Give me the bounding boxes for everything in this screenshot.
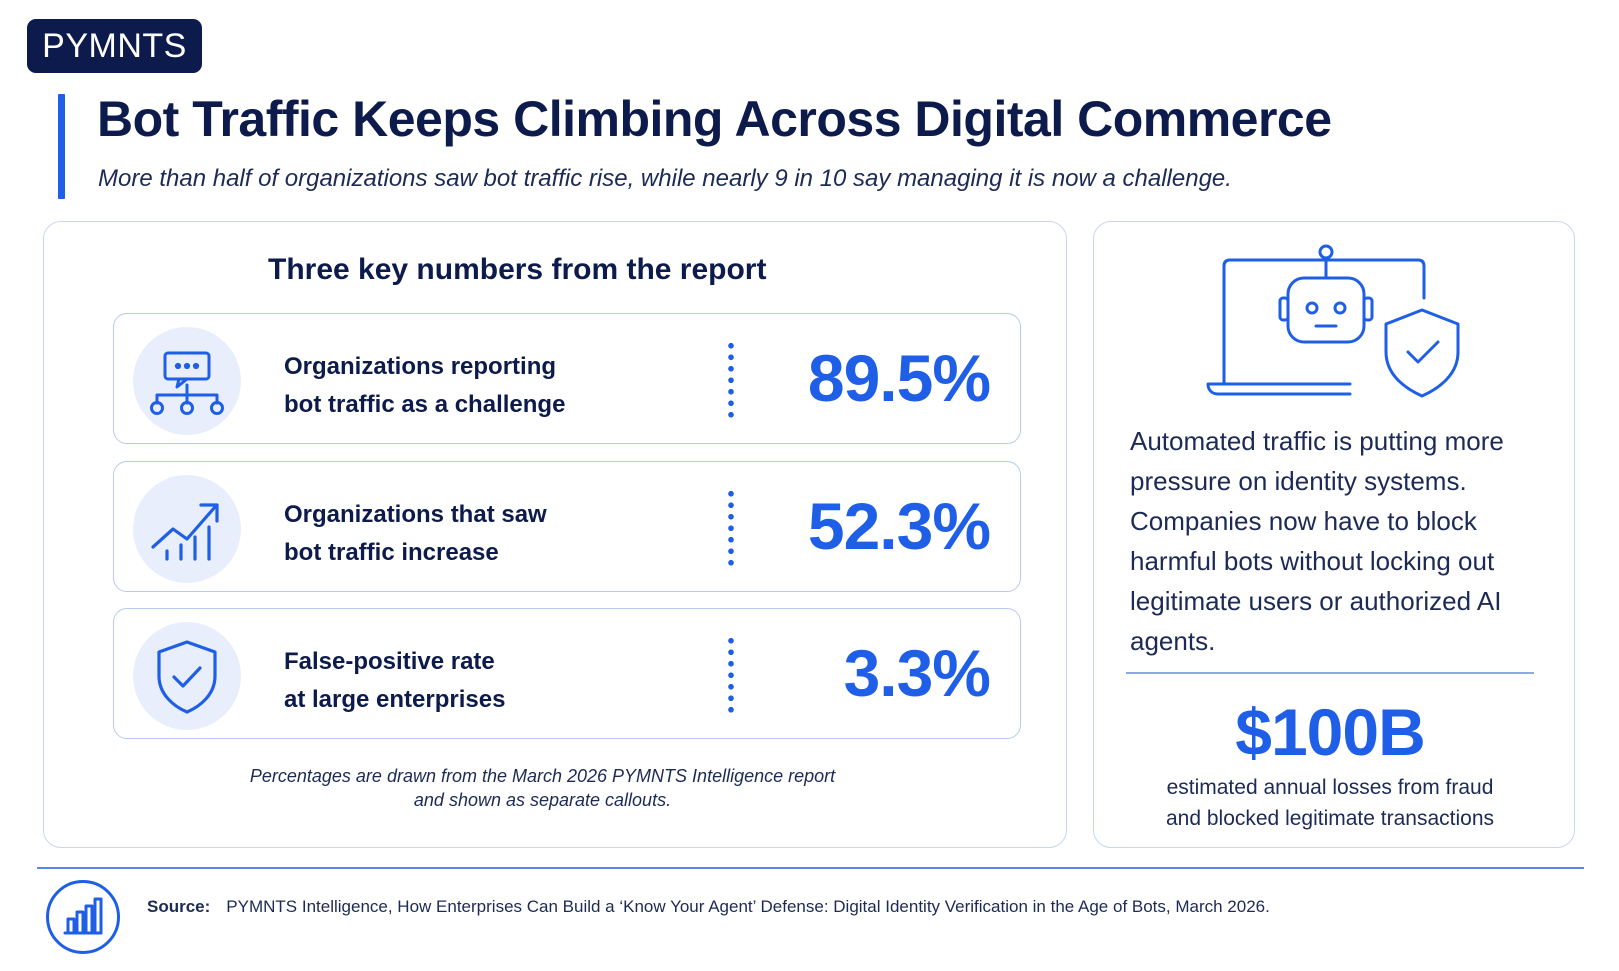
chat-network-icon [133,327,241,435]
robot-laptop-shield-icon [1200,244,1460,409]
source-text: PYMNTS Intelligence, How Enterprises Can… [226,897,1270,916]
dotted-divider [728,340,734,420]
stat-card-challenge: Organizations reporting bot traffic as a… [113,313,1021,444]
stat-label: Organizations reporting bot traffic as a… [284,353,566,418]
source-label: Source: [147,897,211,916]
stat-label: False-positive rate at large enterprises [284,648,506,713]
page-subtitle: More than half of organizations saw bot … [98,165,1232,192]
pymnts-logo: PYMNTS [27,19,202,73]
trend-up-icon [133,475,241,583]
key-numbers-heading: Three key numbers from the report [268,253,767,286]
stat-card-increase: Organizations that saw bot traffic incre… [113,461,1021,592]
footer-divider [37,867,1584,869]
losses-stat-value: $100B [1235,695,1426,769]
stat-value: 52.3% [807,489,991,563]
context-paragraph: Automated traffic is putting more pressu… [1130,426,1504,656]
page-title: Bot Traffic Keeps Climbing Across Digita… [97,91,1332,147]
divider [1126,672,1534,674]
stat-value: 89.5% [807,341,991,415]
source-citation: Source: PYMNTS Intelligence, How Enterpri… [147,897,1270,917]
shield-check-icon [133,622,241,730]
footnote: Percentages are drawn from the March 202… [249,766,836,810]
dotted-divider [728,635,734,715]
bar-chart-icon [46,880,120,954]
stat-label: Organizations that saw bot traffic incre… [284,501,547,566]
stat-card-false-positive: False-positive rate at large enterprises… [113,608,1021,739]
losses-stat-description: estimated annual losses from fraud and b… [1165,776,1495,830]
title-accent-bar [58,94,65,199]
dotted-divider [728,488,734,568]
stat-value: 3.3% [843,636,991,710]
